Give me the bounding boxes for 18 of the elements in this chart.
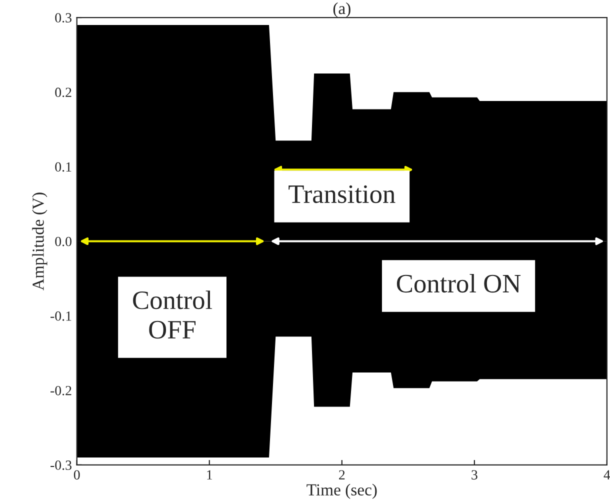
x-tick-label: 2 bbox=[339, 470, 345, 480]
annotation: Control ON bbox=[396, 274, 521, 293]
x-axis-title: Time (sec) bbox=[306, 484, 377, 499]
x-tick-label: 4 bbox=[604, 470, 610, 480]
y-tick-label: -0.3 bbox=[50, 460, 72, 470]
y-tick-label: 0.3 bbox=[55, 13, 72, 23]
y-axis-title: Amplitude (V) bbox=[32, 192, 48, 290]
y-tick-label: -0.2 bbox=[50, 386, 72, 396]
y-tick-label: 0.0 bbox=[55, 236, 72, 246]
annotation: Transition bbox=[288, 185, 396, 204]
chart-title: (a) bbox=[333, 2, 350, 18]
y-tick-label: 0.2 bbox=[55, 88, 72, 98]
y-tick-label: -0.1 bbox=[50, 311, 72, 321]
x-tick-label: 0 bbox=[74, 470, 80, 480]
x-tick-label: 1 bbox=[207, 470, 212, 480]
x-tick-label: 3 bbox=[472, 470, 478, 480]
annotation: Control OFF bbox=[133, 290, 212, 339]
y-tick-label: 0.1 bbox=[55, 162, 72, 172]
